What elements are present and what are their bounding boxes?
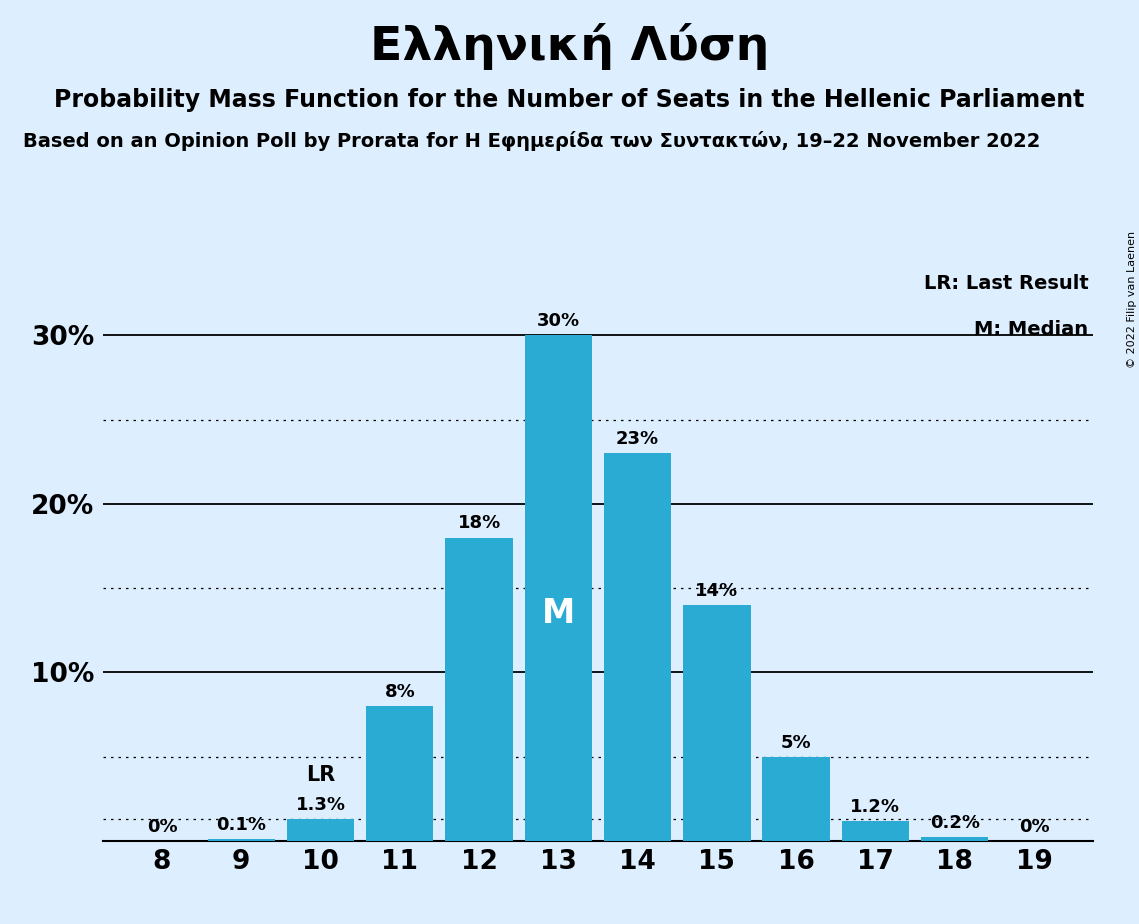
Text: 0.2%: 0.2% <box>929 814 980 833</box>
Bar <box>762 757 830 841</box>
Text: M: Median: M: Median <box>974 320 1089 338</box>
Text: 0.1%: 0.1% <box>216 816 267 834</box>
Text: 30%: 30% <box>536 312 580 330</box>
Bar <box>604 454 671 841</box>
Text: 23%: 23% <box>616 431 659 448</box>
Bar <box>445 538 513 841</box>
Text: 1.3%: 1.3% <box>295 796 345 814</box>
Text: Probability Mass Function for the Number of Seats in the Hellenic Parliament: Probability Mass Function for the Number… <box>55 88 1084 112</box>
Text: Ελληνική Λύση: Ελληνική Λύση <box>370 23 769 70</box>
Text: © 2022 Filip van Laenen: © 2022 Filip van Laenen <box>1126 231 1137 368</box>
Text: 18%: 18% <box>458 515 501 532</box>
Bar <box>366 706 434 841</box>
Text: 8%: 8% <box>385 683 415 701</box>
Text: M: M <box>542 597 575 630</box>
Bar <box>525 335 592 841</box>
Text: 14%: 14% <box>695 582 738 600</box>
Bar <box>921 837 989 841</box>
Text: LR: LR <box>306 765 335 785</box>
Bar <box>207 839 274 841</box>
Text: 0%: 0% <box>147 818 178 836</box>
Bar <box>842 821 909 841</box>
Text: 0%: 0% <box>1018 818 1049 836</box>
Text: LR: Last Result: LR: Last Result <box>924 274 1089 293</box>
Text: 1.2%: 1.2% <box>851 797 901 816</box>
Text: 5%: 5% <box>781 734 811 751</box>
Bar <box>683 605 751 841</box>
Bar <box>287 819 354 841</box>
Text: Based on an Opinion Poll by Prorata for Η Εφημερίδα των Συντακτών, 19–22 Novembe: Based on an Opinion Poll by Prorata for … <box>23 131 1040 152</box>
